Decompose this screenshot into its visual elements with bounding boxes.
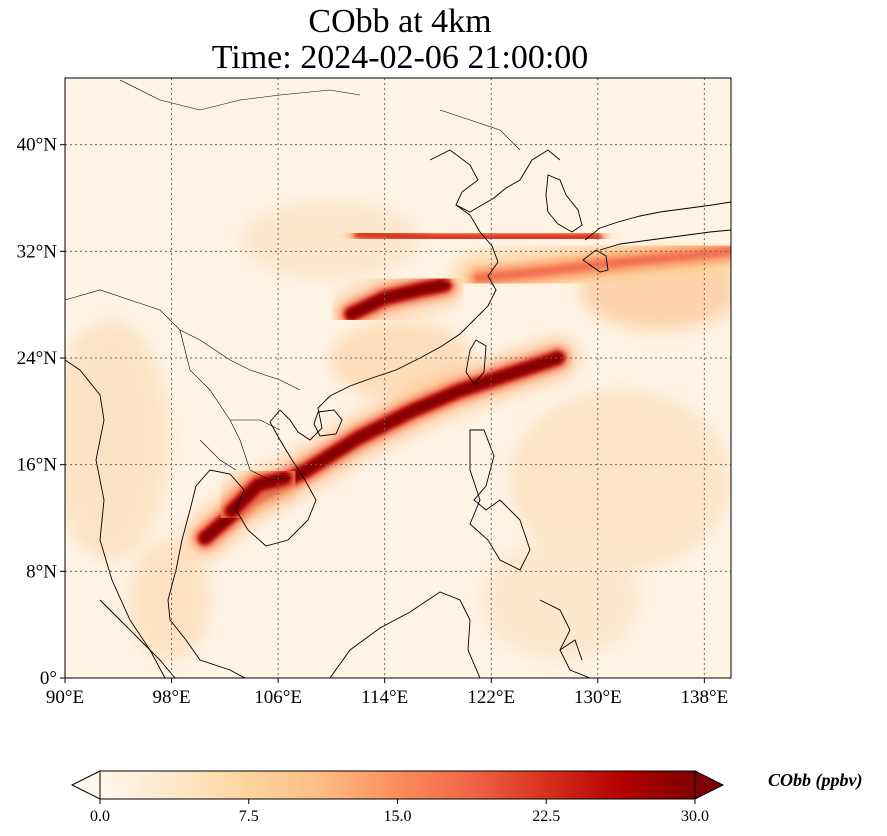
tick-label-lon: 130°E — [574, 687, 622, 708]
tick-label-lat: 24°N — [17, 348, 58, 369]
graticule — [65, 78, 731, 678]
colorbar-extend-min — [70, 770, 101, 800]
colorbar: 0.0 7.5 15.0 22.5 30.0 CObb (ppbv) — [70, 770, 862, 825]
colorbar-extend-max — [694, 770, 725, 800]
tick-label-lon: 90°E — [46, 687, 84, 708]
colorbar-tick-label: 22.5 — [532, 808, 560, 825]
concentration-field — [65, 78, 731, 678]
colorbar-tick-label: 7.5 — [239, 808, 259, 825]
tick-label-lon: 106°E — [254, 687, 302, 708]
colorbar-gradient — [100, 771, 695, 799]
colorbar-label: CObb (ppbv) — [768, 770, 862, 791]
tick-label-lat: 8°N — [26, 561, 57, 582]
axis-labels: 90°E 98°E 106°E 114°E 122°E 130°E 138°E 0° 8°N 16… — [17, 135, 729, 708]
tick-label-lon: 122°E — [467, 687, 515, 708]
colorbar-tick-label: 30.0 — [681, 808, 709, 825]
country-borders — [65, 79, 521, 481]
tick-label-lon: 98°E — [152, 687, 190, 708]
tick-label-lon: 138°E — [681, 687, 729, 708]
plume-central-china-plume — [347, 280, 449, 318]
map-frame — [64, 77, 732, 679]
coastlines — [65, 149, 731, 678]
map-title-line1: CObb at 4km — [308, 3, 492, 40]
tick-label-lon: 114°E — [361, 687, 408, 708]
colorbar-tick-label: 0.0 — [90, 808, 110, 825]
map-title-line2: Time: 2024-02-06 21:00:00 — [211, 39, 589, 76]
plume-laos-plume — [227, 474, 289, 516]
plume-northern-band — [354, 230, 602, 242]
tick-label-lat: 40°N — [17, 135, 58, 156]
tick-label-lat: 16°N — [17, 455, 58, 476]
tick-label-lat: 32°N — [17, 241, 58, 262]
tick-label-lat: 0° — [40, 668, 57, 689]
colorbar-tick-label: 15.0 — [384, 808, 412, 825]
